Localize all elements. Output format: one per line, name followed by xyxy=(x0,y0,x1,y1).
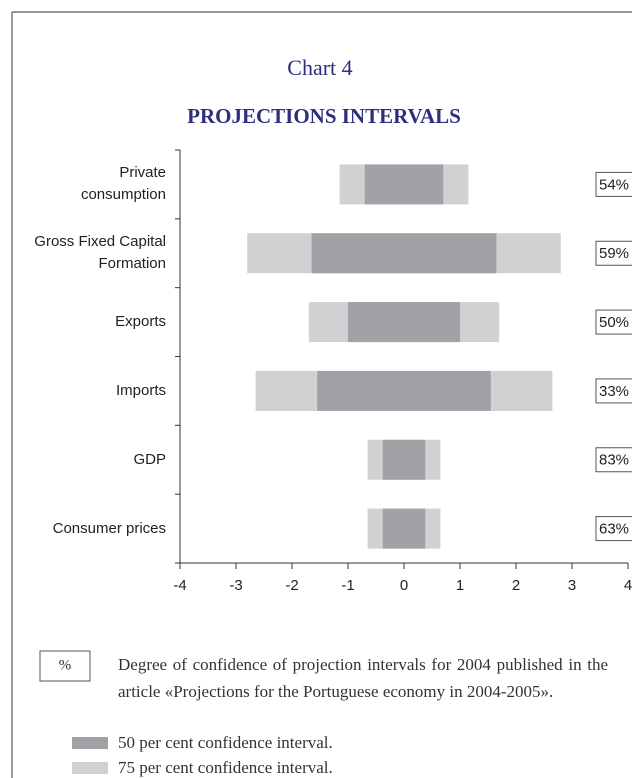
chart-title: Chart 4 xyxy=(287,55,352,80)
interval-bar xyxy=(382,439,426,480)
x-tick-label: -2 xyxy=(285,577,298,594)
legend-label: 50 per cent confidence interval. xyxy=(118,733,333,752)
y-tick-label: Exports xyxy=(115,313,166,331)
y-tick-label: Gross Fixed Capital Formation xyxy=(34,233,166,273)
y-tick-label: Consumer prices xyxy=(52,519,166,537)
confidence-box xyxy=(595,378,632,404)
x-tick-label: 0 xyxy=(400,577,408,594)
confidence-legend-box xyxy=(39,650,91,682)
confidence-label: 59% xyxy=(599,245,629,262)
x-tick-label: -1 xyxy=(341,577,354,594)
x-tick-label: 2 xyxy=(512,577,520,594)
interval-bar xyxy=(382,508,426,549)
confidence-label: 83% xyxy=(599,452,629,469)
interval-bar xyxy=(311,233,497,274)
x-tick-label: -4 xyxy=(173,577,186,594)
confidence-box xyxy=(595,240,632,266)
x-tick-label: 1 xyxy=(456,577,464,594)
confidence-box xyxy=(595,309,632,335)
confidence-label: 50% xyxy=(599,314,629,331)
confidence-box xyxy=(595,516,632,542)
chart-subtitle: PROJECTIONS INTERVALS xyxy=(187,104,461,128)
legend-swatch xyxy=(72,737,108,749)
interval-bar xyxy=(364,164,444,205)
x-tick-label: 4 xyxy=(624,577,632,594)
confidence-box xyxy=(595,171,632,197)
confidence-box xyxy=(595,447,632,473)
x-tick-label: -3 xyxy=(229,577,242,594)
confidence-label: 63% xyxy=(599,521,629,538)
y-tick-label: GDP xyxy=(133,450,166,468)
confidence-legend-symbol: % xyxy=(59,657,72,673)
y-tick-label: Private consumption xyxy=(80,164,166,204)
interval-bar xyxy=(317,370,491,411)
confidence-label: 54% xyxy=(599,176,629,193)
legend-label: 75 per cent confidence interval. xyxy=(118,758,333,777)
x-tick-label: 3 xyxy=(568,577,576,594)
legend-swatch xyxy=(72,762,108,774)
confidence-label: 33% xyxy=(599,383,629,400)
y-tick-label: Imports xyxy=(115,381,166,399)
interval-bar xyxy=(348,302,460,343)
confidence-description: Degree of confidence of projection inter… xyxy=(118,655,608,701)
